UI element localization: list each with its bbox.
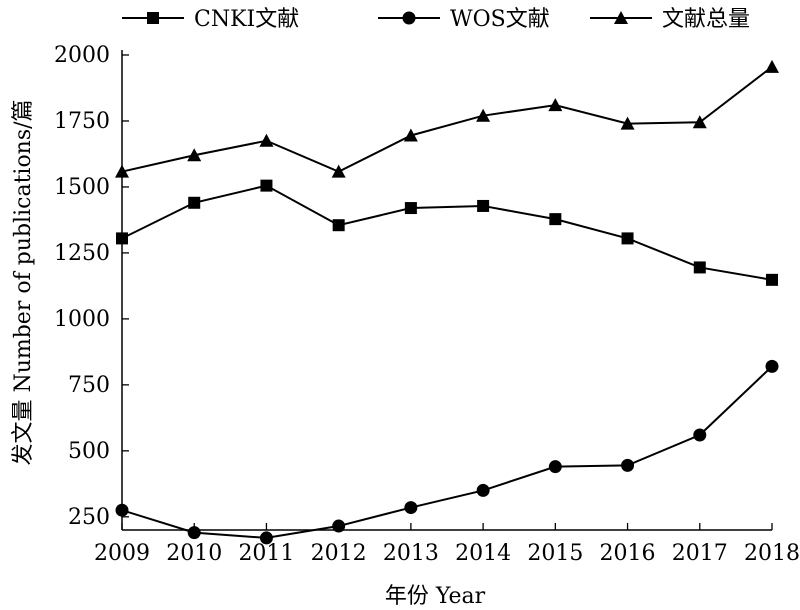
x-tick-label: 2018 bbox=[744, 541, 800, 566]
x-tick-label: 2015 bbox=[527, 541, 583, 566]
legend-label: WOS文献 bbox=[450, 7, 550, 32]
x-axis-ticks: 2009 2010 2011 2012 2013 2014 2015 2016 2017 2018 bbox=[94, 523, 800, 566]
y-tick-label: 1250 bbox=[54, 241, 110, 266]
data-point bbox=[548, 460, 562, 474]
legend-item: 文献总量 bbox=[590, 7, 750, 32]
data-point bbox=[548, 98, 563, 112]
legend-item: WOS文献 bbox=[378, 7, 550, 32]
axes bbox=[121, 50, 772, 531]
y-tick-label: 250 bbox=[68, 505, 110, 530]
x-tick-label: 2012 bbox=[311, 541, 367, 566]
data-point bbox=[693, 261, 706, 274]
data-point bbox=[692, 115, 707, 129]
data-point bbox=[404, 501, 418, 515]
legend-marker bbox=[614, 11, 628, 24]
x-tick-label: 2009 bbox=[94, 541, 150, 566]
data-point bbox=[259, 133, 274, 147]
y-tick-label: 2000 bbox=[54, 43, 110, 68]
series-triangle bbox=[115, 59, 779, 178]
x-tick-label: 2014 bbox=[455, 541, 511, 566]
legend-label: 文献总量 bbox=[662, 7, 750, 32]
data-point bbox=[188, 196, 201, 209]
data-point bbox=[549, 213, 562, 226]
data-point bbox=[621, 232, 634, 245]
legend-marker bbox=[402, 11, 416, 25]
data-point bbox=[187, 526, 201, 540]
data-point bbox=[621, 458, 635, 472]
data-point bbox=[476, 483, 490, 497]
x-axis-title: 年份 Year bbox=[385, 584, 486, 609]
data-point bbox=[187, 148, 202, 162]
data-point bbox=[766, 273, 778, 286]
y-tick-label: 1500 bbox=[54, 175, 110, 200]
data-point bbox=[765, 59, 779, 73]
data-point bbox=[765, 359, 779, 373]
data-point bbox=[620, 116, 635, 130]
legend-marker bbox=[147, 12, 159, 24]
data-point bbox=[693, 428, 707, 442]
x-tick-label: 2010 bbox=[166, 541, 222, 566]
data-point bbox=[115, 164, 129, 178]
data-point bbox=[115, 503, 129, 517]
x-tick-label: 2013 bbox=[383, 541, 439, 566]
legend-label: CNKI文献 bbox=[194, 7, 299, 32]
y-tick-label: 500 bbox=[68, 439, 110, 464]
y-axis-title: 发文量 Number of publications/篇 bbox=[11, 99, 36, 465]
data-point bbox=[404, 202, 417, 215]
y-tick-label: 750 bbox=[68, 373, 110, 398]
data-point bbox=[477, 199, 490, 212]
x-tick-label: 2016 bbox=[600, 541, 656, 566]
y-tick-label: 1000 bbox=[54, 307, 110, 332]
series-line bbox=[121, 365, 773, 539]
y-tick-label: 1750 bbox=[54, 109, 110, 134]
series-circle bbox=[115, 359, 779, 545]
series-line bbox=[121, 184, 773, 281]
legend-item: CNKI文献 bbox=[122, 7, 299, 32]
x-tick-label: 2017 bbox=[672, 541, 728, 566]
data-point bbox=[476, 108, 491, 122]
data-point bbox=[331, 164, 346, 178]
legend: CNKI文献 WOS文献 文献总量 bbox=[122, 7, 750, 32]
data-point bbox=[116, 232, 128, 245]
data-point bbox=[332, 519, 346, 533]
series-group bbox=[115, 59, 779, 545]
x-tick-label: 2011 bbox=[238, 541, 294, 566]
data-point bbox=[403, 128, 418, 142]
series-line bbox=[121, 66, 773, 173]
data-point bbox=[260, 179, 273, 192]
series-square bbox=[116, 179, 778, 286]
y-axis-ticks: 250 500 750 1000 1250 1500 1750 2000 bbox=[54, 43, 129, 530]
data-point bbox=[259, 531, 273, 545]
data-point bbox=[332, 219, 345, 232]
